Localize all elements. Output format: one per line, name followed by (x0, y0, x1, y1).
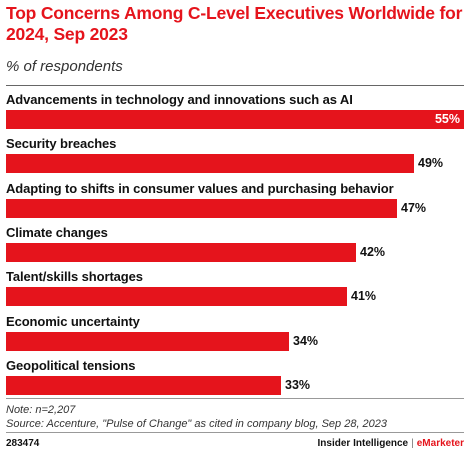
bar-value-label: 34% (293, 333, 319, 348)
category-label: Adapting to shifts in consumer values an… (6, 180, 394, 196)
bar-value-label: 55% (434, 112, 460, 126)
bottom-divider (6, 398, 464, 399)
brand-separator: | (411, 438, 414, 449)
bar-value-label: 33% (285, 377, 311, 392)
bar (6, 331, 289, 351)
bar (6, 198, 397, 218)
chart-note: Note: n=2,207 (6, 404, 76, 416)
top-divider (6, 85, 464, 86)
chart-source: Source: Accenture, "Pulse of Change" as … (6, 418, 388, 430)
chart-title: Top Concerns Among C-Level Executives Wo… (6, 3, 463, 44)
bar (6, 110, 464, 129)
category-label: Security breaches (6, 136, 117, 152)
bar (6, 375, 281, 395)
brand-emarketer: eMarketer (416, 438, 464, 449)
category-label: Climate changes (6, 224, 108, 240)
category-label: Geopolitical tensions (6, 357, 136, 373)
bar-value-label: 42% (360, 244, 386, 259)
bar (6, 287, 347, 307)
footer-divider (6, 432, 464, 433)
bar-value-label: 49% (418, 156, 444, 171)
category-label: Economic uncertainty (6, 313, 140, 329)
brand-insider-intelligence: Insider Intelligence (317, 438, 409, 449)
category-label: Advancements in technology and innovatio… (6, 92, 353, 107)
chart-subtitle: % of respondents (6, 58, 123, 75)
bar-value-label: 41% (351, 289, 377, 304)
chart-id: 283474 (6, 438, 40, 449)
brand-credit: Insider Intelligence | eMarketer (318, 438, 464, 449)
bar-value-label: 47% (401, 200, 427, 215)
category-label: Talent/skills shortages (6, 269, 143, 285)
bar (6, 242, 356, 262)
bar (6, 154, 414, 174)
